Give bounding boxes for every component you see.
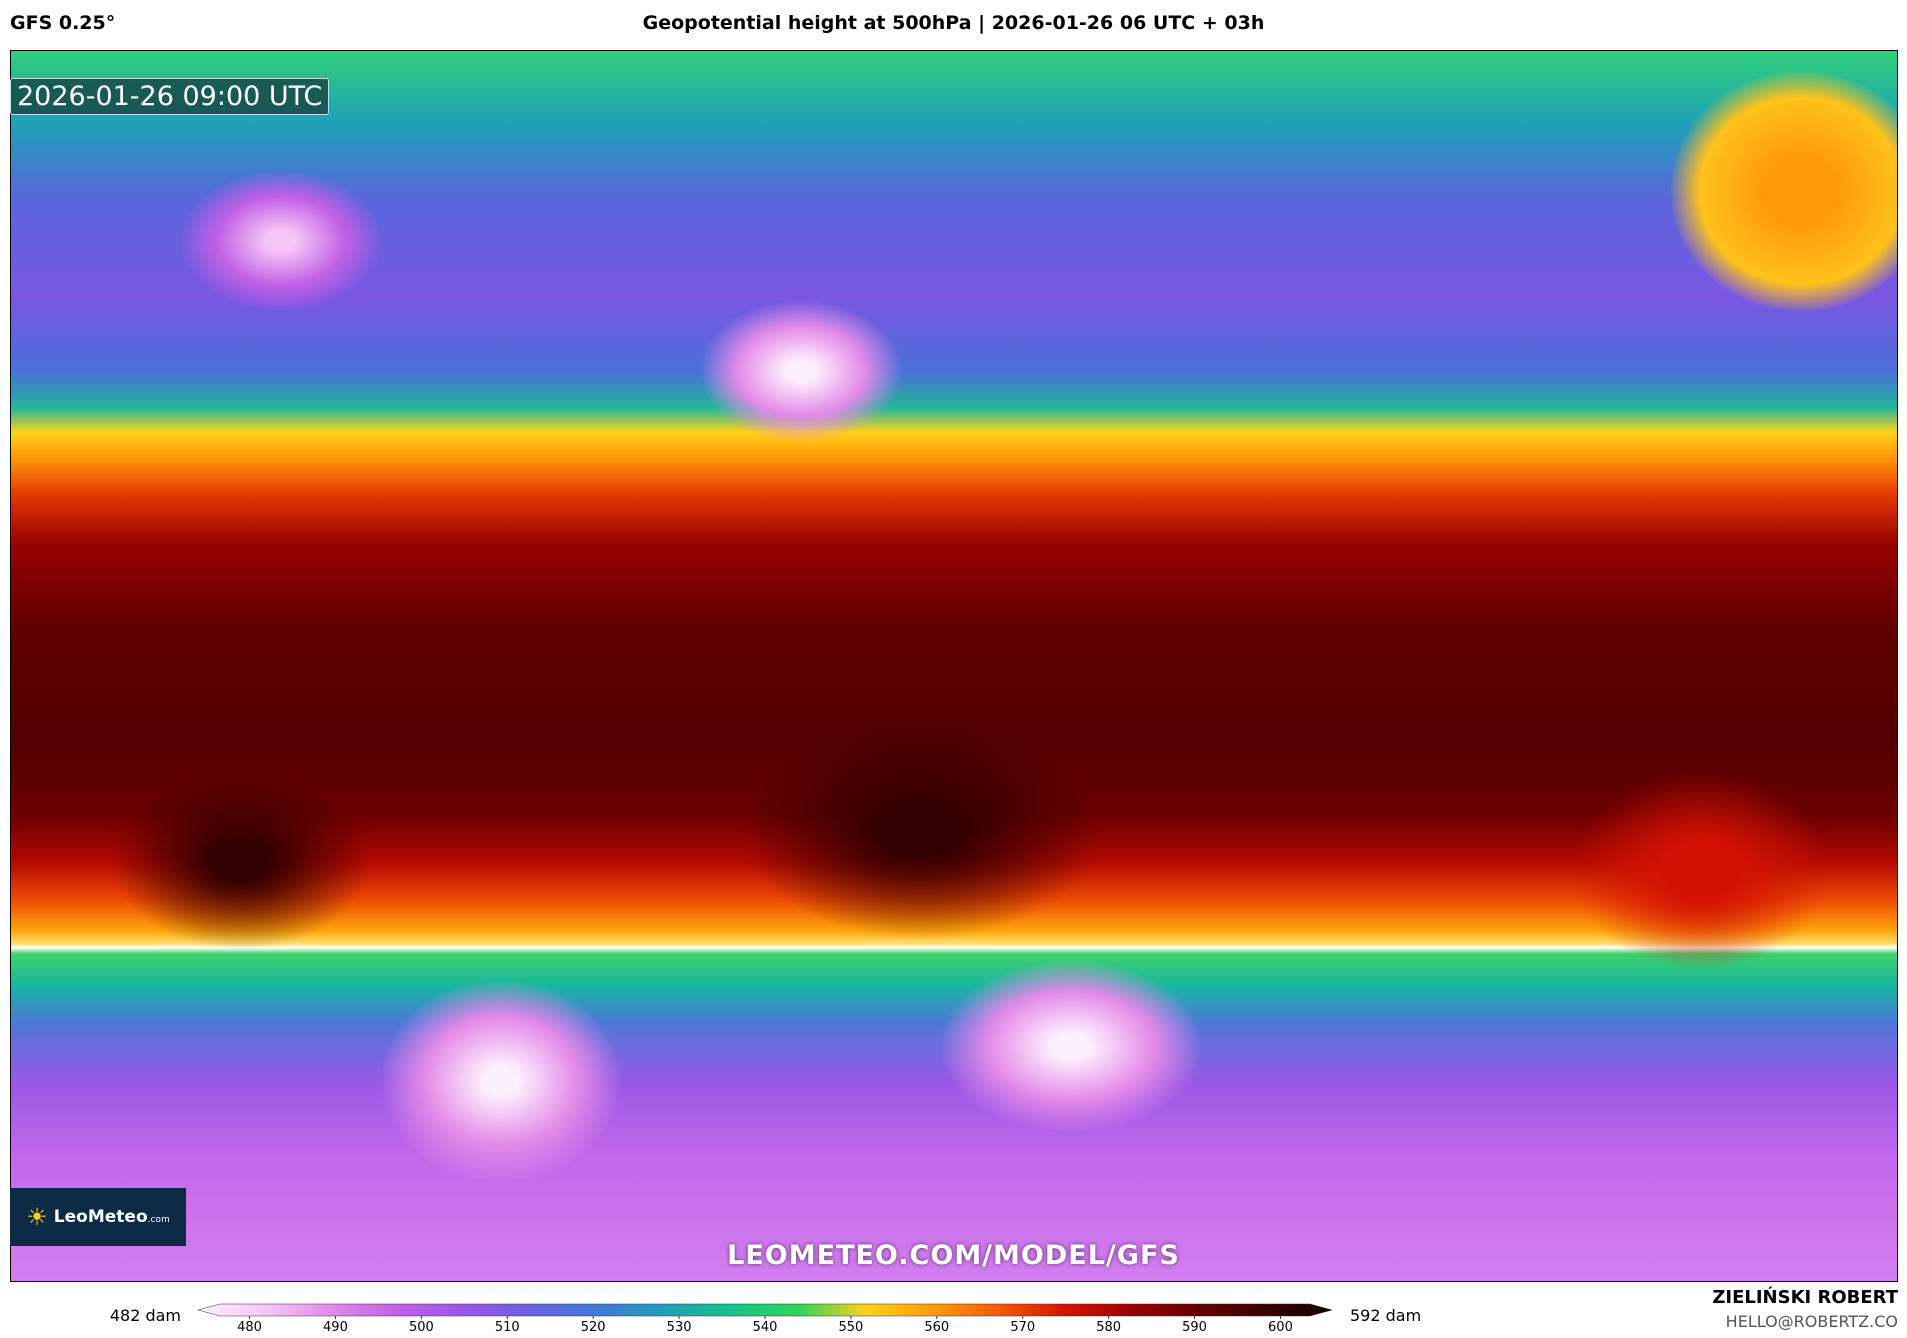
high-core: [741, 721, 1101, 941]
timestamp: 2026-01-26 09:00 UTC: [10, 78, 330, 115]
high-core: [111, 771, 371, 951]
colorbar-tick-label: 500: [409, 1320, 434, 1335]
colorbar-scale: [197, 1303, 1333, 1317]
watermark: LEOMETEO.COM/MODEL/GFS: [727, 1240, 1180, 1271]
colorbar: 482 dam 592 dam 480 490 500 510 520 530 540 550…: [110, 1303, 1421, 1335]
low-area: [941, 961, 1201, 1131]
low-area: [381, 981, 621, 1181]
colorbar-tick-label: 520: [581, 1320, 606, 1335]
logo: ☀ LeoMeteo .com: [10, 1188, 186, 1246]
high-area: [1671, 71, 1897, 311]
colorbar-tick-label: 540: [753, 1320, 778, 1335]
logo-text: LeoMeteo: [53, 1207, 148, 1227]
colorbar-tick-label: 530: [667, 1320, 692, 1335]
colorbar-tick-label: 560: [924, 1320, 949, 1335]
map: [10, 50, 1898, 1282]
low-area: [181, 171, 381, 311]
colorbar-tick-label: 570: [1010, 1320, 1035, 1335]
contact: HELLO@ROBERTZ.CO: [1725, 1312, 1898, 1331]
colorbar-tick-label: 550: [838, 1320, 863, 1335]
colorbar-min-label: 482 dam: [110, 1306, 181, 1325]
logo-suffix: .com: [147, 1214, 170, 1225]
warm-area: [1571, 771, 1831, 971]
map-title: Geopotential height at 500hPa | 2026-01-…: [642, 12, 1265, 34]
colorbar-tick-label: 480: [237, 1320, 262, 1335]
colorbar-max-label: 592 dam: [1350, 1306, 1421, 1325]
colorbar-tick-label: 510: [495, 1320, 520, 1335]
model-name: GFS 0.25°: [10, 12, 116, 34]
colorbar-tick-label: 600: [1268, 1320, 1293, 1335]
colorbar-tick-label: 490: [323, 1320, 348, 1335]
low-area: [701, 301, 901, 441]
colorbar-tick-label: 580: [1096, 1320, 1121, 1335]
logo-sun: ☀: [26, 1203, 48, 1231]
author: ZIELIŃSKI ROBERT: [1712, 1287, 1898, 1308]
colorbar-tick-label: 590: [1182, 1320, 1207, 1335]
